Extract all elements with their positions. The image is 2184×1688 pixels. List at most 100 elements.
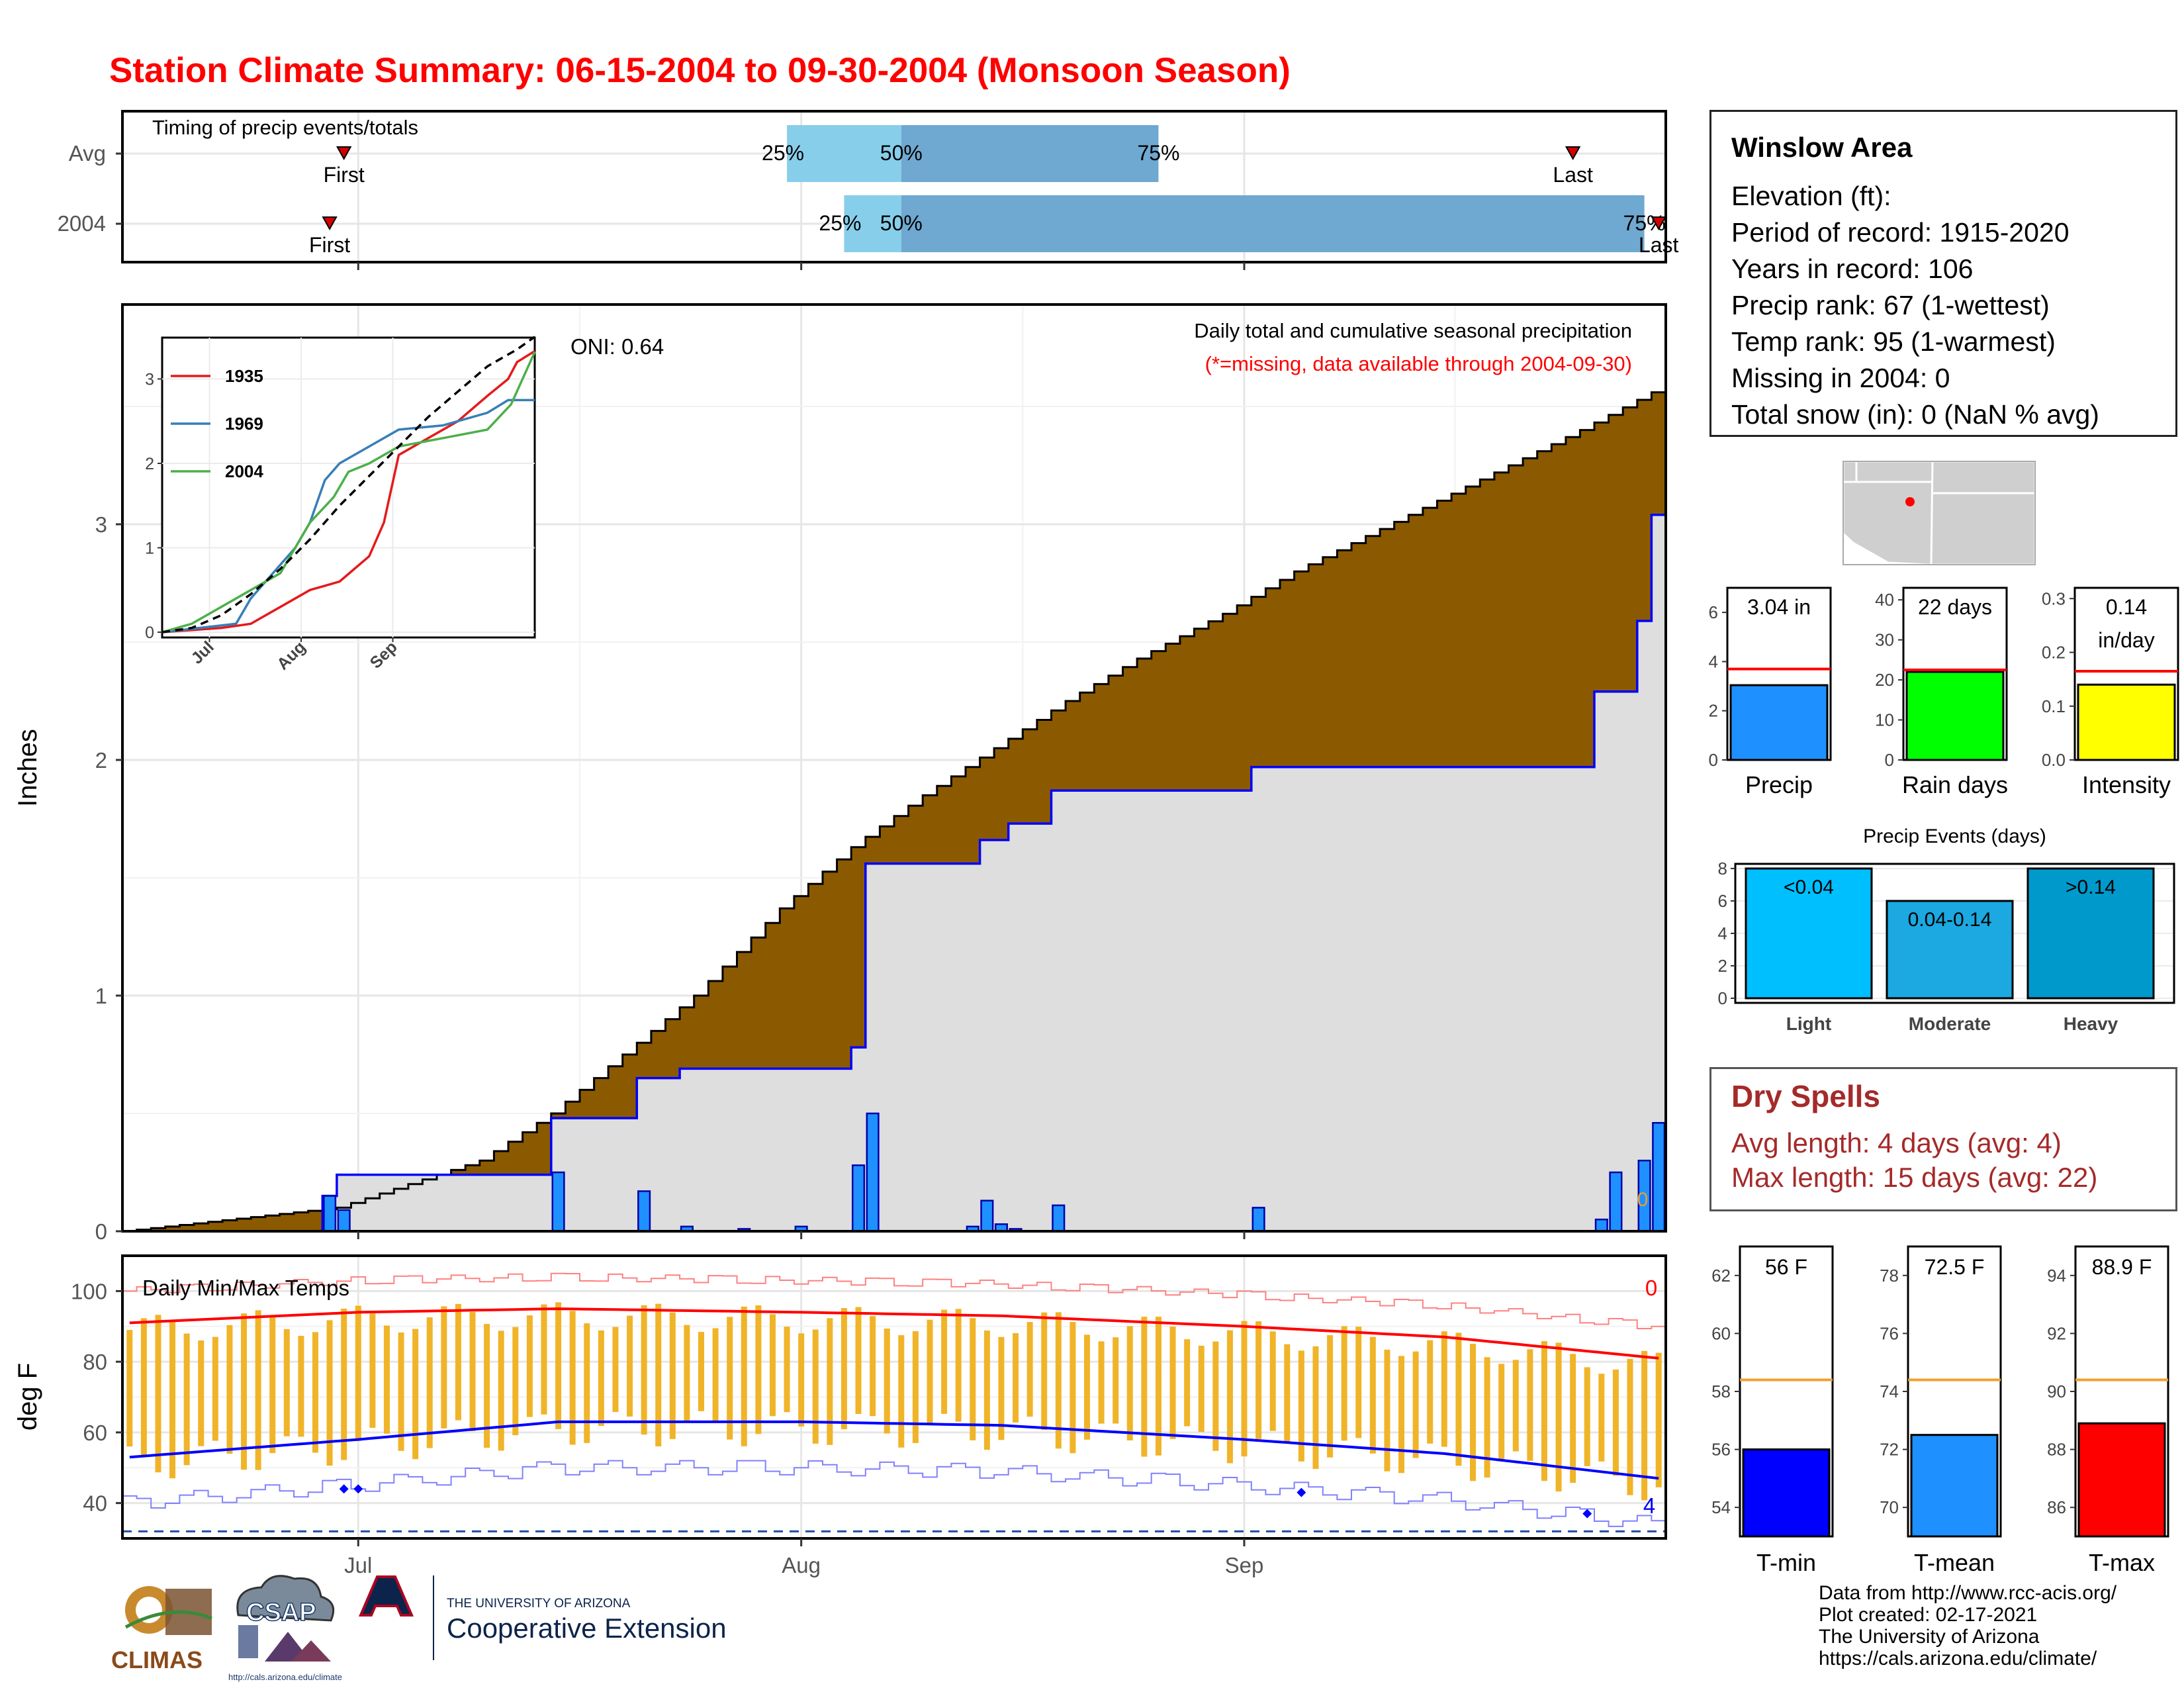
svg-text:Cooperative Extension: Cooperative Extension bbox=[447, 1613, 727, 1644]
daily-temp-bar bbox=[198, 1340, 205, 1446]
temp-summary-tick-label: 90 bbox=[2047, 1382, 2066, 1401]
daily-temp-bar bbox=[712, 1328, 719, 1421]
temp-summary-bar bbox=[1910, 1434, 1999, 1538]
precip-missing-count: 0 bbox=[1637, 1189, 1649, 1211]
daily-temp-bar bbox=[326, 1320, 333, 1466]
daily-temp-bar bbox=[870, 1316, 876, 1417]
daily-temp-bar bbox=[298, 1336, 304, 1437]
temp-summary-tick-label: 62 bbox=[1711, 1266, 1731, 1286]
temp-panel-frame bbox=[121, 1254, 1667, 1540]
daily-temp-bar bbox=[855, 1307, 862, 1415]
svg-text:http://cals.arizona.edu/climat: http://cals.arizona.edu/climate bbox=[228, 1672, 342, 1682]
precip-events-bar bbox=[1886, 900, 2014, 1000]
station-elevation: Elevation (ft): bbox=[1731, 181, 1891, 211]
temp-summary-tick-label: 74 bbox=[1880, 1382, 1899, 1401]
daily-temp-bar bbox=[1498, 1364, 1505, 1462]
daily-temp-bar bbox=[612, 1327, 619, 1413]
daily-temp-bar bbox=[1269, 1331, 1276, 1431]
mini-chart-tick-label: 2 bbox=[1709, 701, 1718, 721]
page-title: Station Climate Summary: 06-15-2004 to 0… bbox=[109, 51, 1291, 90]
daily-precip-bar bbox=[323, 1195, 337, 1231]
daily-temp-bar bbox=[555, 1302, 562, 1429]
inset-y-tick-label: 3 bbox=[145, 371, 154, 389]
temp-summary-label: T-max bbox=[2089, 1549, 2155, 1576]
daily-temp-bar bbox=[784, 1327, 790, 1413]
mini-chart-tick-label: 20 bbox=[1875, 670, 1894, 690]
daily-temp-bar bbox=[426, 1317, 433, 1448]
daily-temp-bar bbox=[441, 1306, 447, 1429]
station-precip-rank: Precip rank: 67 (1-wettest) bbox=[1731, 290, 2050, 320]
mini-chart-value-label: 0.14 bbox=[2106, 595, 2147, 619]
temp-y-axis-label: deg F bbox=[13, 1363, 42, 1430]
daily-temp-bar bbox=[212, 1336, 218, 1441]
daily-temp-bar bbox=[1441, 1331, 1447, 1447]
daily-temp-bar bbox=[1098, 1341, 1105, 1424]
daily-temp-bar bbox=[755, 1305, 762, 1434]
temp-summary-tick-label: 88 bbox=[2047, 1440, 2066, 1460]
temp-summary-value-label: 72.5 F bbox=[1925, 1255, 1985, 1279]
daily-temp-bar bbox=[741, 1306, 747, 1446]
daily-temp-bar bbox=[226, 1325, 233, 1454]
daily-temp-bar bbox=[1069, 1322, 1076, 1454]
daily-temp-bar bbox=[1298, 1350, 1304, 1462]
precip-events-tick-label: 8 bbox=[1718, 859, 1727, 878]
timing-p25-label-0: 25% bbox=[762, 141, 804, 165]
daily-temp-bar bbox=[669, 1312, 676, 1439]
daily-temp-bar bbox=[584, 1323, 590, 1443]
daily-precip-bar bbox=[851, 1164, 866, 1231]
mini-chart-value-unit: in/day bbox=[2098, 628, 2154, 652]
precip-events-tick-label: 4 bbox=[1718, 923, 1727, 943]
dry-spells-title: Dry Spells bbox=[1731, 1079, 1880, 1113]
daily-temp-bar bbox=[1541, 1341, 1547, 1481]
daily-temp-bar bbox=[841, 1308, 847, 1430]
footer-credits: Data from http://www.rcc-acis.org/ Plot … bbox=[1819, 1582, 2116, 1669]
month-tick-label: Sep bbox=[1225, 1553, 1264, 1577]
daily-temp-bar bbox=[941, 1309, 948, 1414]
month-tick-label: Aug bbox=[782, 1553, 821, 1577]
timing-p50-label-1: 50% bbox=[880, 211, 923, 235]
temp-summary-tick-label: 70 bbox=[1880, 1497, 1899, 1517]
precip-events-chart: Precip Events (days) <0.04 Light 0.04-0.14 M… bbox=[1718, 825, 2175, 1034]
daily-temp-bar bbox=[1598, 1374, 1605, 1462]
station-years: Years in record: 106 bbox=[1731, 254, 1974, 284]
daily-temp-bar bbox=[1212, 1341, 1219, 1451]
timing-last-label-0: Last bbox=[1553, 163, 1593, 187]
daily-temp-bar bbox=[1312, 1346, 1319, 1470]
daily-precip-bar bbox=[794, 1225, 808, 1231]
daily-temp-bar bbox=[1470, 1343, 1476, 1481]
daily-temp-bar bbox=[798, 1333, 805, 1427]
locator-map bbox=[1842, 460, 2036, 566]
daily-temp-bar bbox=[1141, 1317, 1148, 1457]
temp-summary-tick-label: 76 bbox=[1880, 1323, 1899, 1343]
record-low-line bbox=[122, 1460, 1666, 1527]
temp-summary-tick-label: 86 bbox=[2047, 1497, 2066, 1517]
average-min-line bbox=[129, 1420, 1659, 1480]
daily-temp-bar bbox=[1455, 1333, 1462, 1466]
timing-bar-light-0 bbox=[787, 125, 901, 182]
daily-temp-bar bbox=[526, 1315, 533, 1417]
daily-temp-bar bbox=[512, 1327, 519, 1436]
precip-panel-frame bbox=[121, 303, 1667, 1233]
station-info-panel: Winslow Area Elevation (ft): Period of r… bbox=[1709, 110, 2177, 437]
mini-chart-tick-label: 30 bbox=[1875, 630, 1894, 650]
daily-temp-bar bbox=[769, 1314, 776, 1417]
record-low-marker bbox=[339, 1484, 349, 1494]
daily-temp-bar bbox=[398, 1332, 404, 1451]
daily-precip-bar bbox=[680, 1225, 694, 1231]
record-high-line bbox=[122, 1272, 1666, 1329]
daily-temp-bar bbox=[1412, 1351, 1419, 1458]
dry-spells-panel: Dry Spells Avg length: 4 days (avg: 4) M… bbox=[1709, 1067, 2177, 1211]
daily-temp-bar bbox=[1570, 1354, 1576, 1483]
temp-panel-title: Daily Min/Max Temps bbox=[142, 1276, 349, 1300]
inset-line-1969 bbox=[161, 399, 535, 633]
average-max-line bbox=[129, 1307, 1659, 1360]
daily-temp-bar bbox=[1341, 1326, 1347, 1441]
daily-temp-bar bbox=[655, 1303, 662, 1446]
daily-temp-bar bbox=[140, 1318, 147, 1456]
daily-precip-bar bbox=[980, 1199, 994, 1231]
precip-events-tick-label: 0 bbox=[1718, 988, 1727, 1008]
inset-x-tick-label: Aug bbox=[273, 637, 309, 673]
temp-y-tick-label: 60 bbox=[83, 1421, 107, 1445]
record-low-marker bbox=[353, 1484, 363, 1494]
